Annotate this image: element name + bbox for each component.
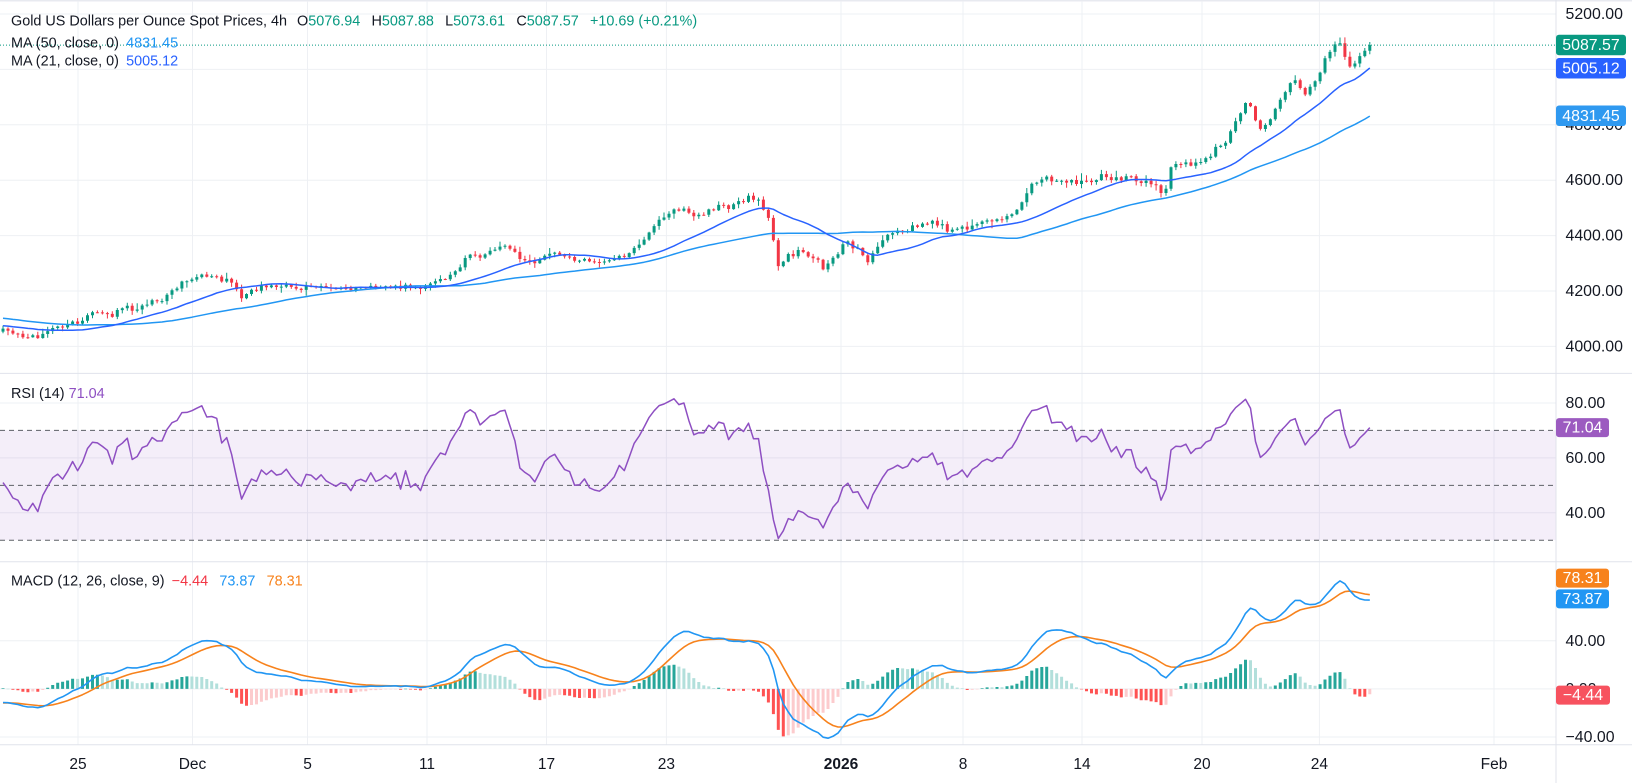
- svg-text:Gold US Dollars per Ounce Spot: Gold US Dollars per Ounce Spot Prices, 4…: [11, 14, 697, 30]
- svg-text:71.04: 71.04: [1563, 420, 1603, 437]
- svg-text:60.00: 60.00: [1566, 450, 1606, 467]
- svg-text:Feb: Feb: [1481, 756, 1508, 773]
- svg-text:4000.00: 4000.00: [1566, 338, 1624, 355]
- svg-text:4400.00: 4400.00: [1566, 228, 1624, 245]
- svg-text:MACD (12, 26, close, 9) −4.44: MACD (12, 26, close, 9) −4.44 73.87 78.3…: [11, 574, 303, 590]
- svg-text:4200.00: 4200.00: [1566, 283, 1624, 300]
- svg-text:25: 25: [69, 756, 86, 773]
- svg-text:−40.00: −40.00: [1566, 729, 1615, 746]
- svg-text:80.00: 80.00: [1566, 395, 1606, 412]
- svg-text:14: 14: [1073, 756, 1091, 773]
- svg-text:4600.00: 4600.00: [1566, 172, 1624, 189]
- svg-text:40.00: 40.00: [1566, 633, 1606, 650]
- svg-text:5200.00: 5200.00: [1566, 6, 1624, 23]
- svg-text:5005.12: 5005.12: [1562, 60, 1620, 77]
- svg-text:RSI (14) 71.04: RSI (14) 71.04: [11, 386, 105, 402]
- svg-text:8: 8: [959, 756, 968, 773]
- svg-text:Dec: Dec: [179, 756, 207, 773]
- svg-text:4831.45: 4831.45: [1562, 108, 1620, 125]
- svg-text:MA (21, close, 0) 5005.12: MA (21, close, 0) 5005.12: [11, 54, 178, 70]
- svg-text:2026: 2026: [824, 756, 859, 773]
- svg-text:5087.57: 5087.57: [1562, 37, 1620, 54]
- svg-text:73.87: 73.87: [1563, 591, 1603, 608]
- svg-text:24: 24: [1311, 756, 1329, 773]
- svg-text:78.31: 78.31: [1563, 570, 1603, 587]
- svg-text:11: 11: [419, 756, 435, 773]
- svg-text:MA (50, close, 0) 4831.45: MA (50, close, 0) 4831.45: [11, 36, 178, 52]
- svg-text:40.00: 40.00: [1566, 505, 1606, 522]
- svg-text:20: 20: [1193, 756, 1211, 773]
- svg-text:23: 23: [658, 756, 675, 773]
- svg-text:−4.44: −4.44: [1563, 687, 1603, 704]
- svg-text:5: 5: [303, 756, 312, 773]
- svg-text:17: 17: [538, 756, 555, 773]
